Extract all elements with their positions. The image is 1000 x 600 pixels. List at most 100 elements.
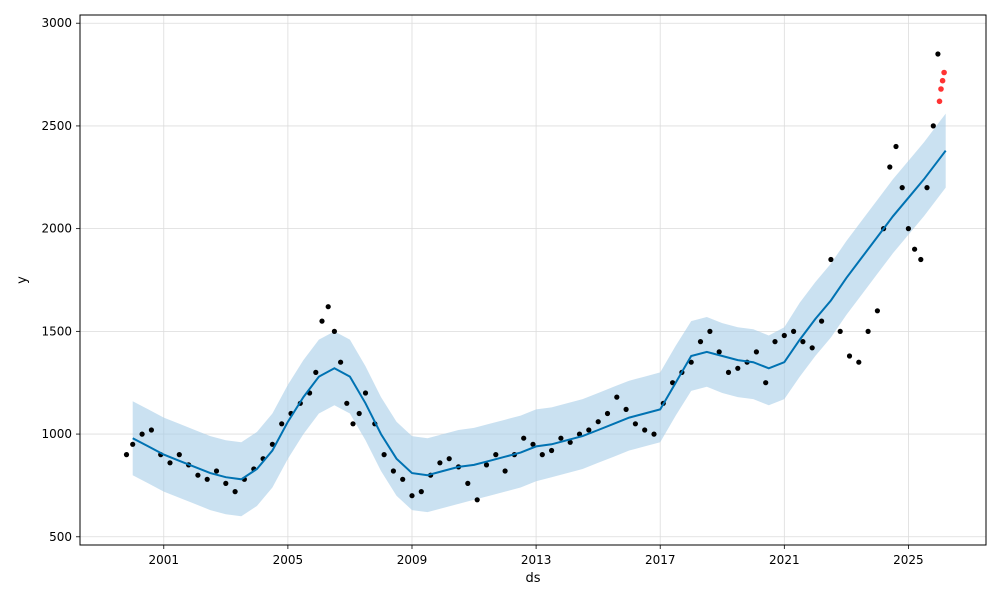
observed-point: [269, 441, 275, 447]
observed-point: [350, 421, 356, 427]
x-axis-label: ds: [525, 571, 540, 586]
observed-point: [846, 353, 853, 359]
observed-point: [604, 410, 611, 417]
forecast-line-layer: [132, 149, 947, 481]
y-tick-label: 1500: [41, 324, 72, 338]
observed-point: [446, 456, 452, 462]
recent-point: [941, 69, 947, 76]
observed-point: [905, 226, 912, 232]
observed-point: [195, 472, 201, 478]
observed-point: [576, 431, 583, 437]
observed-point: [837, 328, 843, 334]
forecast-line: [132, 149, 947, 481]
observed-point: [725, 369, 732, 375]
y-tick-label: 2500: [41, 119, 72, 133]
x-tick-label: 2001: [149, 553, 180, 567]
observed-point: [148, 427, 154, 433]
observed-point: [139, 431, 145, 437]
observed-point: [614, 394, 620, 400]
observed-point: [772, 339, 778, 345]
observed-point: [809, 345, 815, 351]
observed-point: [123, 452, 130, 458]
observed-point: [204, 476, 210, 482]
observed-point: [474, 497, 480, 503]
observed-point: [344, 400, 350, 406]
observed-point: [502, 468, 508, 474]
x-tick-label: 2017: [645, 553, 676, 567]
observed-point: [390, 468, 396, 474]
y-axis-label: y: [15, 276, 30, 284]
observed-point: [325, 304, 331, 310]
x-tick-label: 2005: [273, 553, 304, 567]
observed-point: [865, 328, 871, 334]
observed-point: [381, 452, 387, 458]
observed-point: [567, 439, 573, 445]
observed-point: [912, 246, 918, 252]
uncertainty-band: [132, 113, 946, 517]
observed-point: [893, 143, 899, 150]
observed-point: [791, 328, 797, 334]
observed-point: [279, 421, 285, 427]
observed-point: [874, 308, 881, 314]
y-tick-label: 3000: [41, 16, 72, 30]
observed-point: [887, 164, 893, 170]
observed-point: [521, 435, 527, 441]
observed-point: [781, 332, 787, 339]
observed-point: [418, 489, 424, 495]
observed-point: [918, 256, 924, 263]
observed-point: [130, 441, 136, 447]
x-tick-label: 2009: [397, 553, 428, 567]
observed-point: [493, 452, 499, 458]
observed-point: [176, 452, 182, 458]
observed-point: [899, 185, 905, 191]
observed-point: [437, 460, 443, 466]
observed-point: [735, 365, 741, 371]
observed-point: [356, 410, 362, 417]
observed-point: [319, 318, 325, 324]
recent-point: [936, 98, 943, 105]
x-tick-label: 2021: [769, 553, 800, 567]
observed-point: [828, 256, 834, 263]
x-tick-label: 2025: [893, 553, 924, 567]
observed-point: [651, 431, 657, 437]
x-tick-label: 2013: [521, 553, 552, 567]
observed-point: [856, 359, 862, 365]
observed-point: [331, 328, 337, 334]
observed-point: [362, 390, 369, 396]
observed-point: [697, 339, 704, 345]
observed-point: [213, 468, 220, 474]
observed-point: [465, 480, 471, 486]
recent-points-layer: [936, 69, 947, 105]
observed-point: [313, 369, 319, 375]
observed-point: [763, 380, 769, 386]
observed-point: [595, 419, 601, 425]
tick-layer: 2001 2005 2009 2013 2017 2021 2025 500 1000 1500 2…: [41, 16, 923, 567]
observed-point: [558, 435, 564, 441]
observed-point: [930, 123, 936, 129]
observed-point: [539, 452, 545, 458]
y-tick-label: 500: [49, 530, 72, 544]
plot-frame: [79, 14, 987, 546]
observed-point: [338, 359, 344, 365]
observed-point: [707, 328, 713, 334]
y-tick-label: 1000: [41, 427, 72, 441]
observed-point: [530, 441, 536, 447]
observed-point: [935, 51, 941, 57]
observed-point: [819, 318, 825, 324]
observed-point: [753, 349, 760, 355]
observed-point: [924, 185, 930, 191]
uncertainty-band-layer: [132, 113, 946, 517]
observed-point: [632, 421, 639, 427]
observed-point: [642, 427, 648, 433]
recent-point: [938, 86, 944, 92]
observed-point: [483, 462, 490, 468]
observed-point: [409, 493, 415, 499]
y-tick-label: 2000: [41, 222, 72, 236]
observed-point: [623, 406, 629, 412]
observed-point: [549, 447, 555, 454]
observed-point: [586, 427, 592, 433]
observed-point: [800, 339, 806, 345]
observed-point: [716, 349, 722, 355]
observed-point: [400, 476, 406, 482]
